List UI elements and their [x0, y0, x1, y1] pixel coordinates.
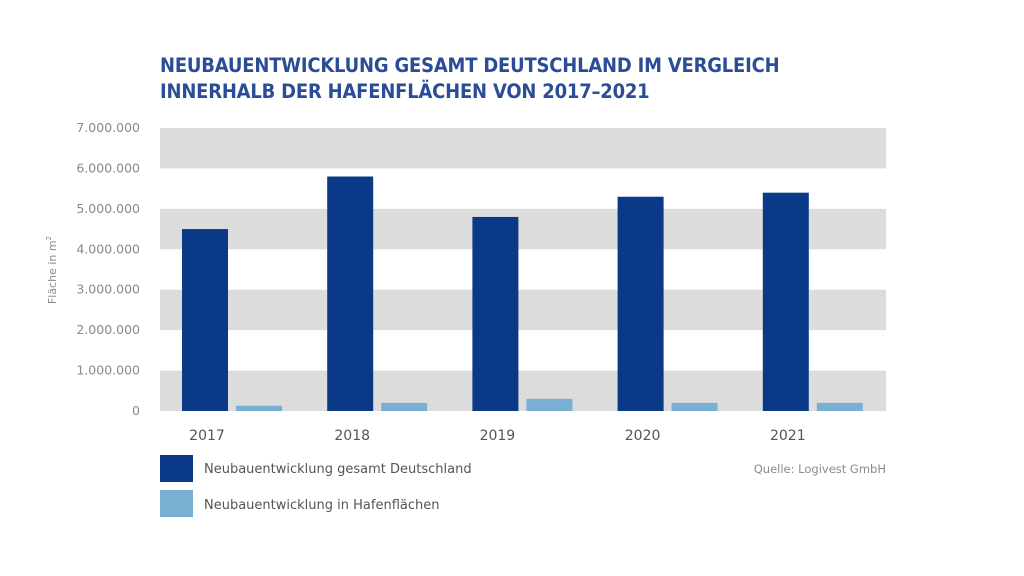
chart-title: NEUBAUENTWICKLUNG GESAMT DEUTSCHLAND IM … [160, 53, 780, 105]
bar-deutschland-2020 [617, 196, 664, 411]
legend-swatch-hafenflaechen [160, 490, 193, 517]
y-tick-label: 6.000.000 [76, 160, 140, 175]
y-tick-label: 5.000.000 [76, 201, 140, 216]
y-axis-ticks: 0 1.000.000 2.000.000 3.000.000 4.000.000 5.0… [76, 120, 140, 418]
bar-hafenflaechen-2018 [381, 402, 428, 411]
x-axis-ticks: 2017 2018 2019 2020 2021 [189, 428, 805, 444]
legend-label-hafenflaechen: Neubauentwicklung in Hafenflächen [204, 498, 439, 513]
bar-hafenflaechen-2019 [526, 398, 573, 411]
y-tick-label: 0 [132, 403, 140, 418]
y-tick-label: 4.000.000 [76, 241, 140, 256]
chart-title-line-2: INNERHALB DER HAFENFLÄCHEN VON 2017–2021 [160, 80, 650, 103]
x-tick-label: 2021 [770, 428, 806, 444]
y-axis-label: Fläche in m2 [45, 236, 59, 304]
legend-label-deutschland: Neubauentwicklung gesamt Deutschland [204, 462, 472, 477]
chart-title-line-1: NEUBAUENTWICKLUNG GESAMT DEUTSCHLAND IM … [160, 54, 780, 77]
bar-hafenflaechen-2017 [236, 405, 282, 411]
bar-deutschland-2021 [762, 192, 809, 411]
legend-swatch-deutschland [160, 455, 193, 482]
bars [182, 176, 863, 411]
x-tick-label: 2019 [480, 428, 516, 444]
source-note: Quelle: Logivest GmbH [754, 462, 886, 476]
bar-hafenflaechen-2020 [671, 402, 718, 411]
y-tick-label: 1.000.000 [76, 363, 140, 378]
y-tick-label: 2.000.000 [76, 322, 140, 337]
bar-deutschland-2019 [472, 216, 519, 411]
bar-deutschland-2018 [327, 176, 374, 411]
y-tick-label: 7.000.000 [76, 120, 140, 135]
bar-hafenflaechen-2021 [816, 402, 863, 411]
grid-band [160, 128, 886, 169]
x-tick-label: 2018 [334, 428, 370, 444]
x-tick-label: 2020 [625, 428, 661, 444]
x-tick-label: 2017 [189, 428, 225, 444]
y-tick-label: 3.000.000 [76, 282, 140, 297]
bar-deutschland-2017 [182, 229, 228, 411]
